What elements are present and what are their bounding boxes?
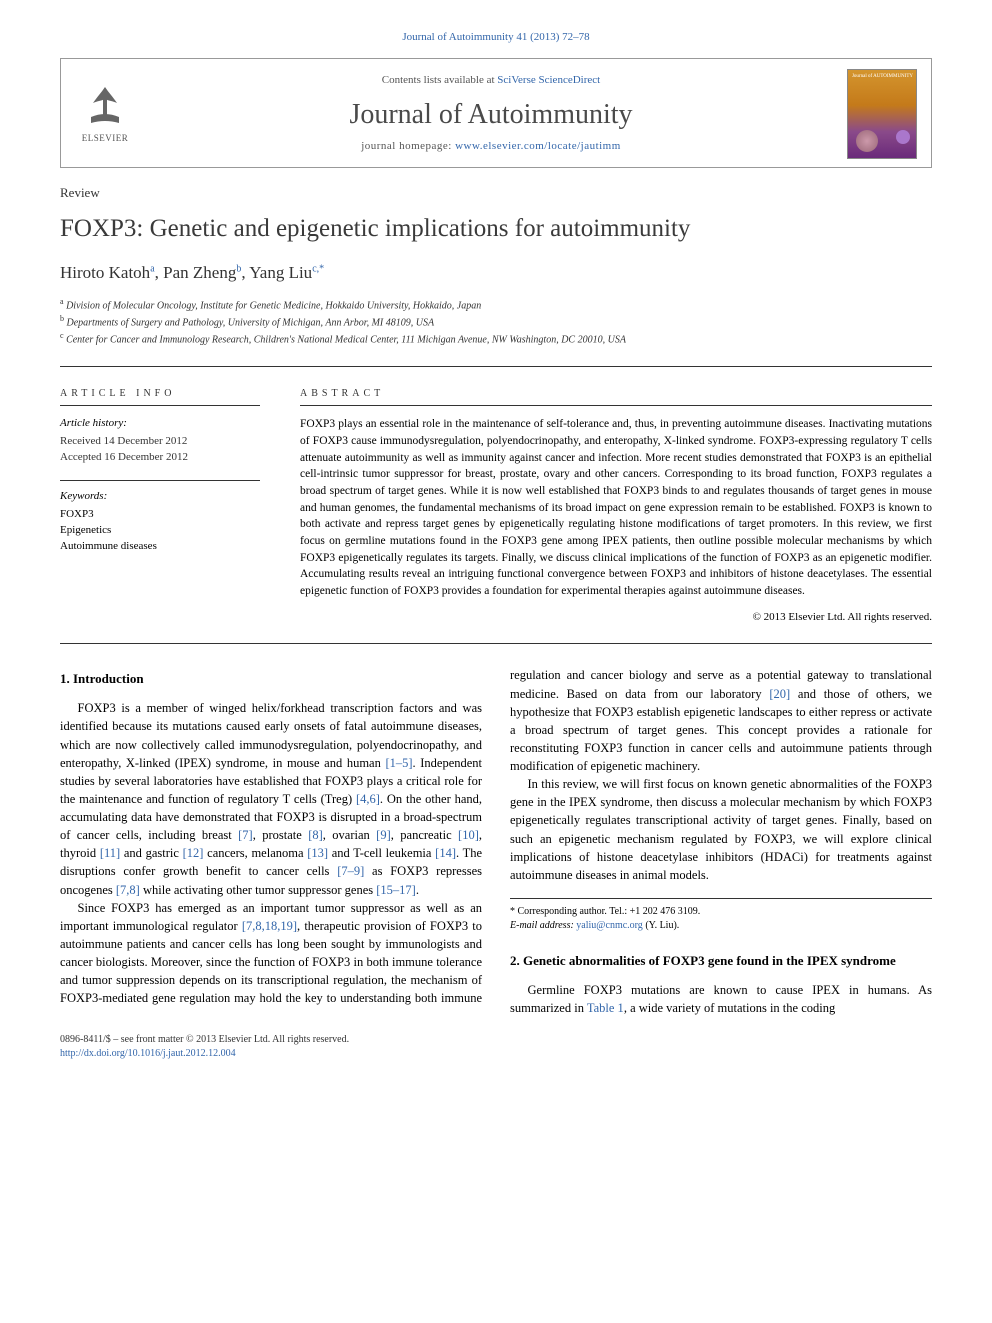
body-text: , pancreatic	[391, 828, 458, 842]
corresponding-marker: ,*	[317, 263, 325, 274]
aff-text: Center for Cancer and Immunology Researc…	[66, 335, 626, 346]
author-name: Yang Liu	[249, 263, 312, 282]
aff-text: Division of Molecular Oncology, Institut…	[66, 300, 481, 311]
body-text: cancers, melanoma	[203, 846, 307, 860]
article-type-label: Review	[60, 184, 932, 203]
affiliation-line: a Division of Molecular Oncology, Instit…	[60, 296, 932, 313]
contents-prefix: Contents lists available at	[382, 74, 497, 86]
body-text: and gastric	[120, 846, 182, 860]
abstract-heading: ABSTRACT	[300, 387, 932, 407]
body-paragraph: FOXP3 is a member of winged helix/forkhe…	[60, 699, 482, 898]
corresponding-author-note: * Corresponding author. Tel.: +1 202 476…	[510, 905, 932, 920]
citation-link[interactable]: [7,8]	[116, 883, 140, 897]
citation-link[interactable]: [11]	[100, 846, 120, 860]
citation-link[interactable]: [10]	[458, 828, 479, 842]
body-paragraph: In this review, we will first focus on k…	[510, 775, 932, 884]
journal-citation: Journal of Autoimmunity 41 (2013) 72–78	[60, 30, 932, 46]
aff-text: Departments of Surgery and Pathology, Un…	[67, 317, 435, 328]
authors-line: Hiroto Katoha, Pan Zhengb, Yang Liuc,*	[60, 261, 932, 286]
email-suffix: (Y. Liu).	[643, 920, 679, 931]
body-text: , prostate	[253, 828, 309, 842]
abstract-copyright: © 2013 Elsevier Ltd. All rights reserved…	[300, 610, 932, 626]
citation-link[interactable]: [7]	[238, 828, 253, 842]
body-text: .	[416, 883, 419, 897]
table-link[interactable]: Table 1	[587, 1001, 624, 1015]
footnote-block: * Corresponding author. Tel.: +1 202 476…	[510, 898, 932, 934]
publisher-caption: ELSEVIER	[75, 132, 135, 145]
citation-link[interactable]: [4,6]	[356, 792, 380, 806]
footer-meta: 0896-8411/$ – see front matter © 2013 El…	[60, 1033, 932, 1061]
author-name: Hiroto Katoh	[60, 263, 150, 282]
email-line: E-mail address: yaliu@cnmc.org (Y. Liu).	[510, 919, 932, 934]
keyword-item: Epigenetics	[60, 523, 260, 539]
doi-link[interactable]: http://dx.doi.org/10.1016/j.jaut.2012.12…	[60, 1048, 236, 1059]
affiliations-block: a Division of Molecular Oncology, Instit…	[60, 296, 932, 348]
journal-cover-thumbnail: Journal of AUTOIMMUNITY	[847, 69, 917, 159]
email-label: E-mail address:	[510, 920, 576, 931]
section-heading: 2. Genetic abnormalities of FOXP3 gene f…	[510, 952, 932, 971]
citation-link[interactable]: [13]	[307, 846, 328, 860]
aff-marker: a	[60, 297, 64, 306]
citation-link[interactable]: [7–9]	[337, 864, 364, 878]
journal-homepage-link[interactable]: www.elsevier.com/locate/jautimm	[455, 140, 621, 152]
affiliation-line: b Departments of Surgery and Pathology, …	[60, 313, 932, 330]
elsevier-logo: ELSEVIER	[75, 83, 135, 146]
article-body: 1. Introduction FOXP3 is a member of win…	[60, 666, 932, 1017]
citation-link[interactable]: [12]	[183, 846, 204, 860]
keyword-item: Autoimmune diseases	[60, 539, 260, 555]
body-paragraph: Germline FOXP3 mutations are known to ca…	[510, 981, 932, 1017]
body-text: , a wide variety of mutations in the cod…	[624, 1001, 835, 1015]
aff-marker: b	[60, 314, 64, 323]
contents-line: Contents lists available at SciVerse Sci…	[135, 73, 847, 89]
body-text: , ovarian	[323, 828, 376, 842]
citation-link[interactable]: [1–5]	[385, 756, 412, 770]
citation-link[interactable]: [8]	[308, 828, 323, 842]
homepage-prefix: journal homepage:	[361, 140, 455, 152]
author-name: Pan Zheng	[163, 263, 236, 282]
history-label: Article history:	[60, 416, 260, 432]
accepted-date: Accepted 16 December 2012	[60, 450, 260, 466]
abstract-block: ABSTRACT FOXP3 plays an essential role i…	[300, 387, 932, 626]
citation-link[interactable]: [9]	[376, 828, 391, 842]
keywords-label: Keywords:	[60, 489, 260, 505]
author-aff-marker: b	[236, 263, 241, 274]
cover-graphic-icon	[896, 130, 910, 144]
citation-link[interactable]: [7,8,18,19]	[242, 919, 297, 933]
section-heading: 1. Introduction	[60, 670, 482, 689]
article-info-sidebar: ARTICLE INFO Article history: Received 1…	[60, 387, 260, 626]
author-aff-marker: a	[150, 263, 154, 274]
journal-header-box: ELSEVIER Contents lists available at Sci…	[60, 58, 932, 168]
sciencedirect-link[interactable]: SciVerse ScienceDirect	[497, 74, 600, 86]
homepage-line: journal homepage: www.elsevier.com/locat…	[135, 139, 847, 155]
keyword-item: FOXP3	[60, 507, 260, 523]
received-date: Received 14 December 2012	[60, 434, 260, 450]
aff-marker: c	[60, 331, 64, 340]
affiliation-line: c Center for Cancer and Immunology Resea…	[60, 330, 932, 347]
body-text: while activating other tumor suppressor …	[140, 883, 376, 897]
citation-link[interactable]: [14]	[435, 846, 456, 860]
journal-name: Journal of Autoimmunity	[135, 95, 847, 136]
tree-icon	[83, 83, 127, 127]
cover-graphic-icon	[856, 130, 878, 152]
body-text: and T-cell leukemia	[328, 846, 435, 860]
cover-label: Journal of AUTOIMMUNITY	[848, 70, 916, 84]
citation-link[interactable]: [15–17]	[376, 883, 416, 897]
article-title: FOXP3: Genetic and epigenetic implicatio…	[60, 211, 932, 247]
abstract-text: FOXP3 plays an essential role in the mai…	[300, 416, 932, 599]
article-info-heading: ARTICLE INFO	[60, 387, 260, 407]
issn-line: 0896-8411/$ – see front matter © 2013 El…	[60, 1033, 932, 1047]
email-link[interactable]: yaliu@cnmc.org	[576, 920, 643, 931]
citation-link[interactable]: [20]	[769, 687, 790, 701]
